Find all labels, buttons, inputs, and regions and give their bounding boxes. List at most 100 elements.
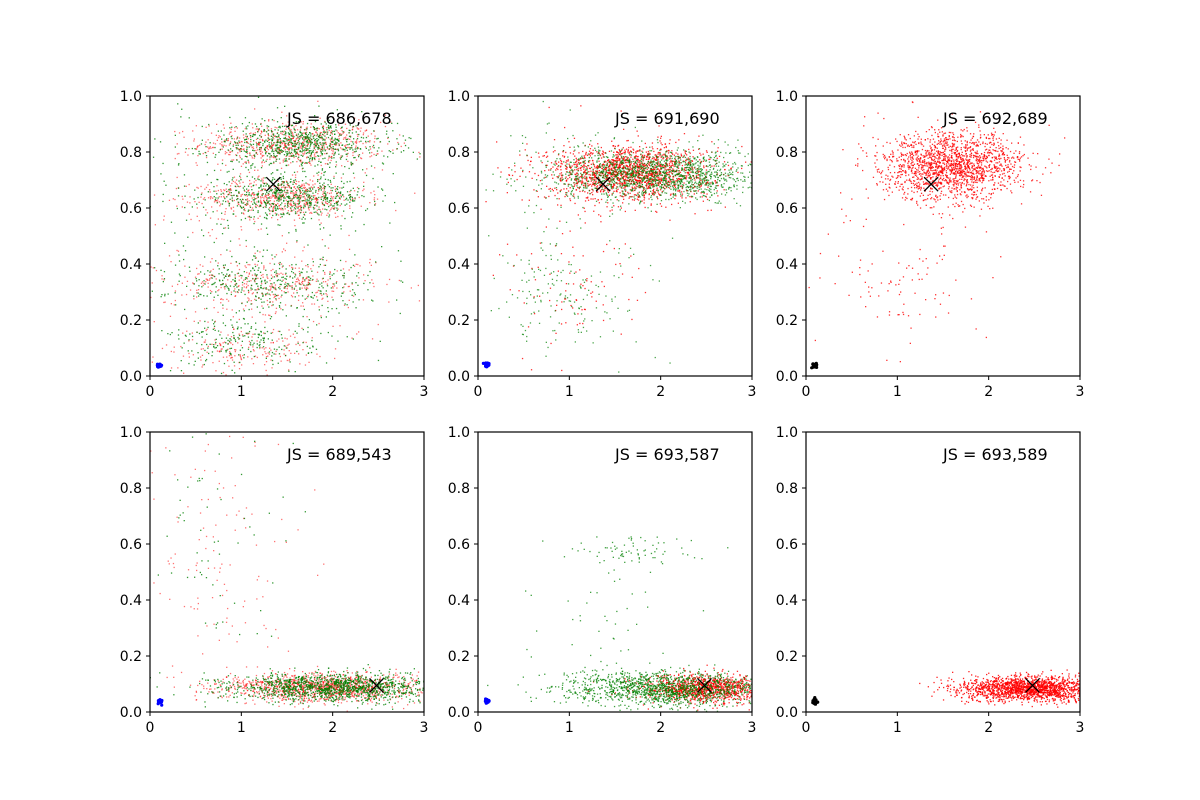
point — [272, 203, 275, 205]
point — [284, 188, 286, 190]
point — [247, 201, 249, 203]
point — [294, 273, 296, 275]
point — [339, 259, 342, 262]
point — [288, 195, 290, 197]
point — [357, 146, 359, 149]
point — [270, 274, 273, 276]
point — [171, 285, 173, 287]
point — [320, 149, 322, 151]
point — [566, 166, 568, 169]
point — [323, 293, 325, 295]
point — [263, 182, 266, 185]
point — [161, 294, 163, 296]
point — [234, 355, 236, 357]
point — [347, 306, 349, 309]
point — [267, 352, 269, 354]
point — [298, 199, 301, 201]
point — [234, 274, 236, 276]
point — [281, 266, 283, 268]
point — [169, 333, 171, 336]
point — [324, 120, 326, 123]
point — [221, 337, 223, 339]
point — [205, 146, 207, 148]
point — [305, 133, 307, 136]
point — [212, 197, 214, 199]
point — [295, 121, 297, 123]
point — [331, 207, 333, 209]
point — [291, 125, 293, 127]
point — [261, 189, 263, 191]
point — [276, 107, 279, 109]
point — [699, 186, 701, 188]
point — [318, 147, 321, 149]
point — [621, 190, 623, 192]
point — [706, 151, 708, 153]
point — [271, 156, 273, 158]
point — [545, 151, 547, 154]
point — [370, 155, 373, 157]
point — [271, 138, 273, 140]
point — [348, 194, 350, 196]
point — [243, 150, 245, 152]
point — [279, 355, 281, 358]
point — [221, 212, 223, 214]
point — [314, 207, 316, 209]
point — [644, 181, 646, 183]
point — [277, 146, 279, 149]
point — [304, 285, 306, 287]
point — [318, 145, 320, 147]
point — [227, 140, 229, 142]
point — [662, 165, 664, 167]
point — [418, 151, 420, 154]
point — [311, 158, 313, 160]
point — [290, 208, 292, 210]
point — [310, 201, 312, 203]
point — [218, 273, 220, 275]
point — [705, 173, 707, 175]
point — [254, 273, 256, 275]
point — [674, 158, 676, 160]
point — [218, 289, 220, 291]
point — [298, 353, 300, 355]
point — [193, 295, 195, 297]
point — [216, 178, 218, 181]
point — [249, 219, 251, 221]
point — [328, 214, 331, 216]
point — [275, 190, 277, 192]
point — [230, 122, 232, 124]
point — [641, 200, 643, 202]
point — [233, 328, 235, 330]
point — [297, 341, 299, 343]
point — [347, 146, 349, 149]
point — [306, 286, 308, 288]
point — [227, 279, 229, 281]
point — [180, 360, 182, 362]
point — [268, 351, 271, 353]
point — [298, 147, 300, 150]
point — [342, 274, 344, 277]
point — [342, 138, 345, 140]
point — [313, 208, 315, 210]
point — [318, 189, 320, 191]
point — [259, 311, 261, 314]
point — [310, 164, 312, 166]
point — [634, 209, 636, 211]
point — [295, 153, 297, 155]
point — [574, 178, 576, 180]
point — [315, 189, 317, 192]
point — [557, 154, 560, 156]
point — [239, 177, 242, 179]
point — [602, 150, 604, 152]
point — [250, 216, 252, 218]
point — [657, 173, 659, 175]
point — [314, 152, 317, 154]
point — [233, 138, 235, 140]
point — [197, 292, 199, 294]
point — [596, 171, 598, 174]
point — [270, 316, 273, 318]
point — [384, 195, 386, 197]
point — [260, 197, 262, 199]
point — [530, 156, 532, 158]
point — [286, 189, 288, 191]
point — [304, 137, 307, 139]
